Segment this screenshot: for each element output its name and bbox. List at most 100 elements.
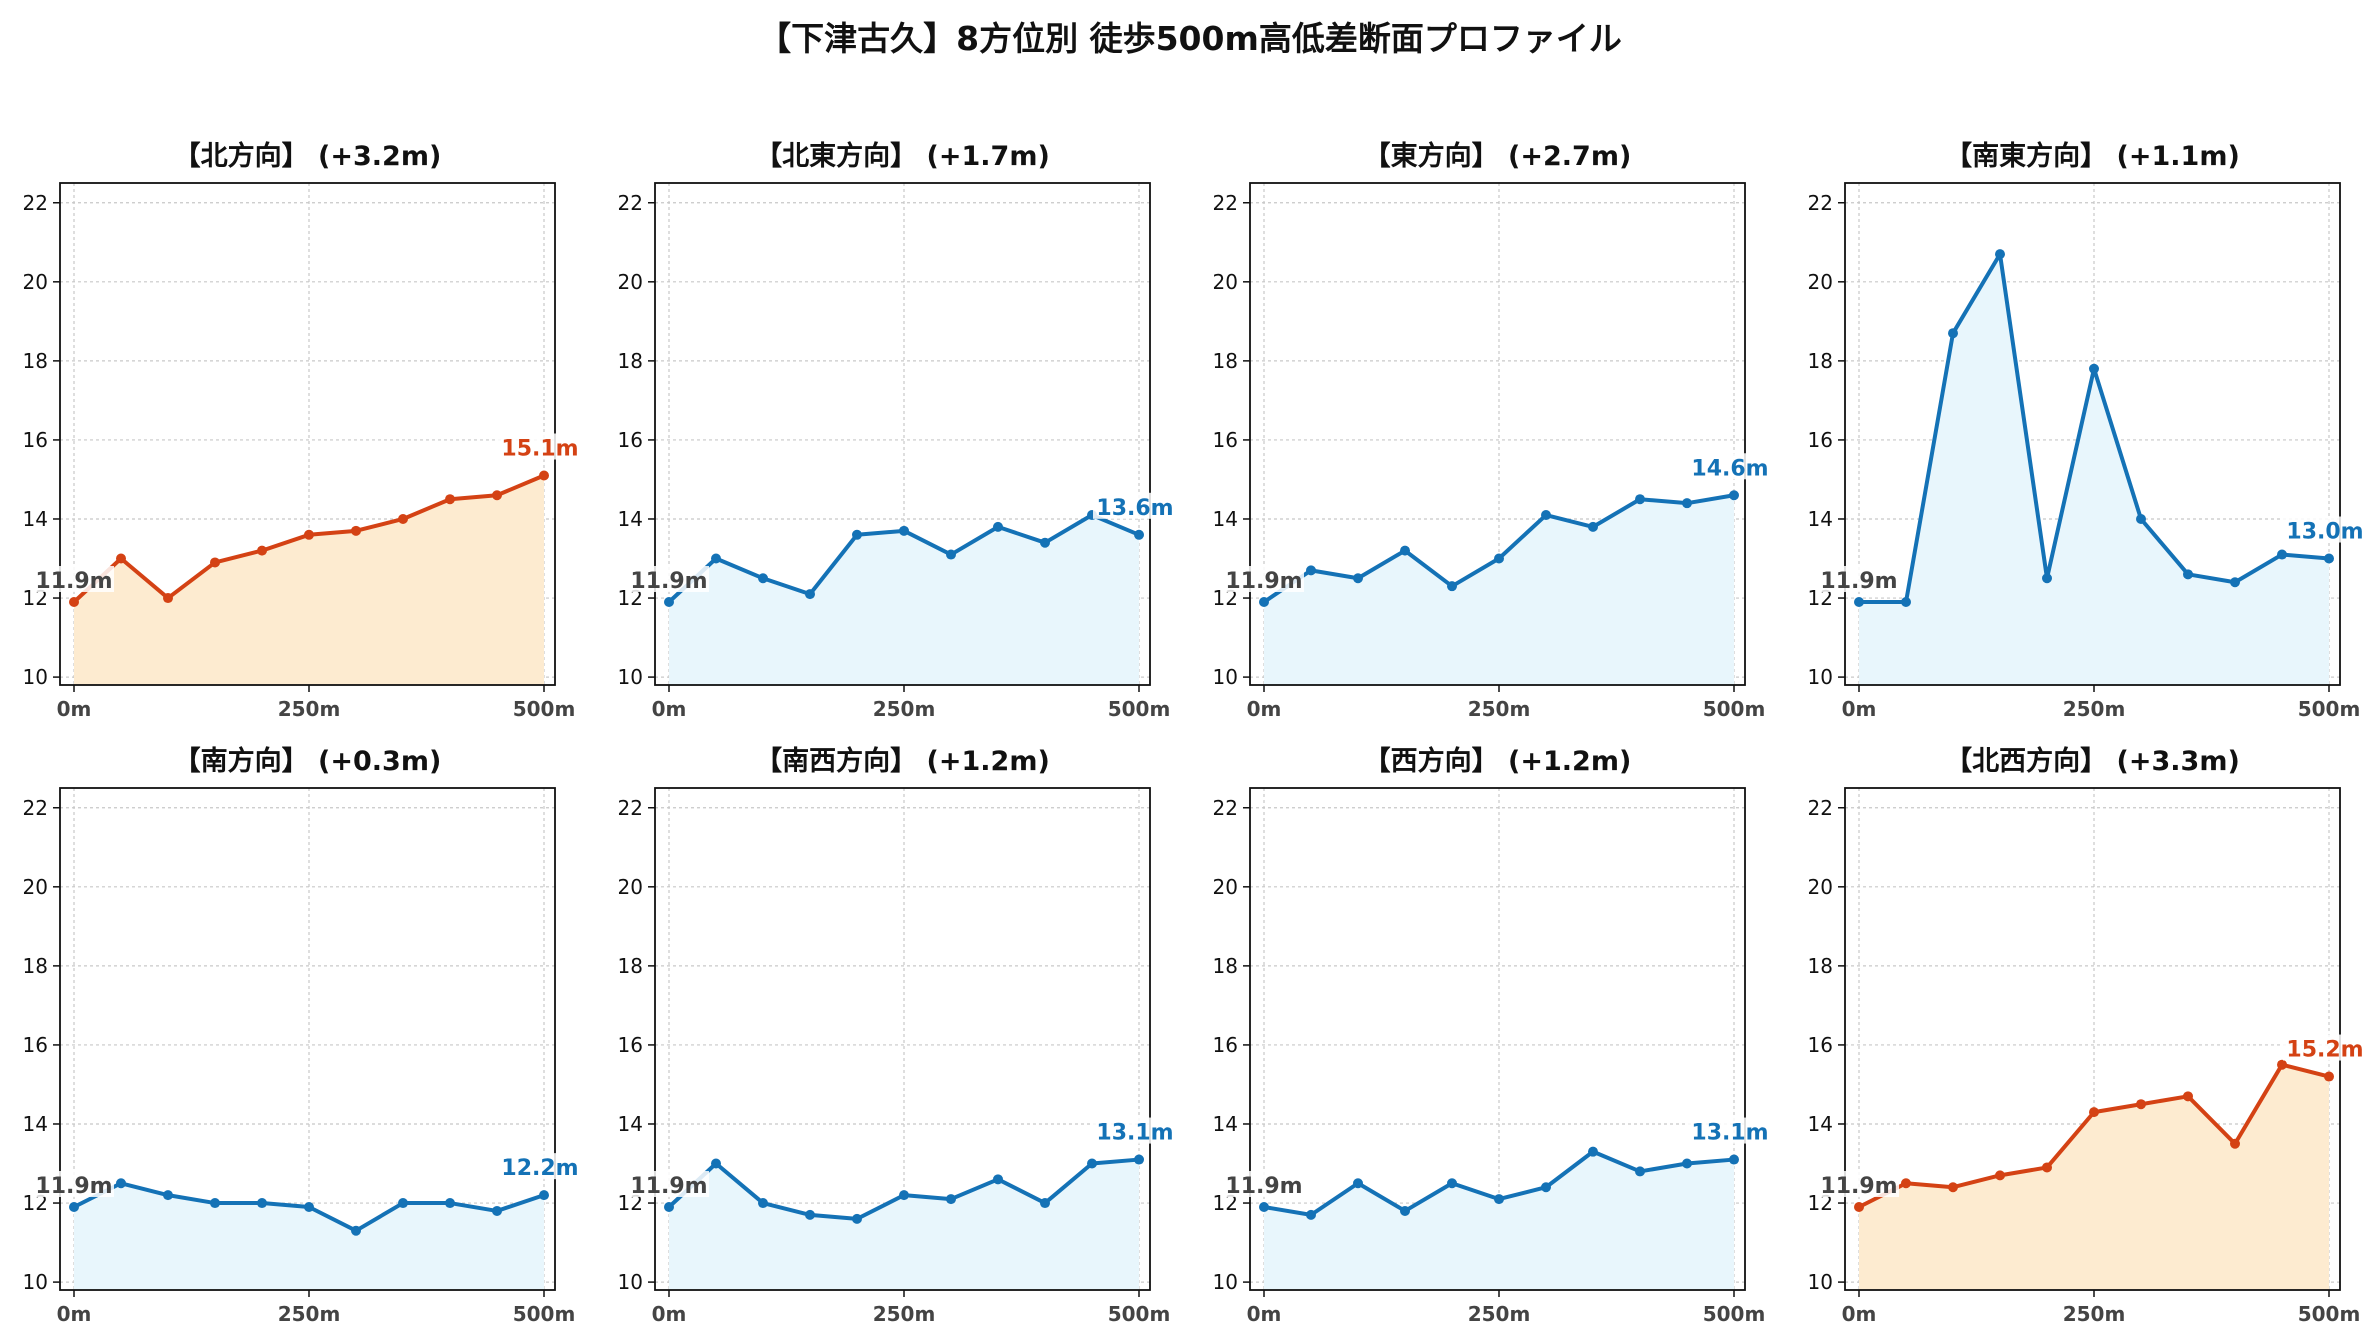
- y-tick-label: 22: [1213, 796, 1238, 820]
- data-point: [257, 545, 267, 556]
- y-tick-label: 16: [23, 1033, 48, 1057]
- data-point: [445, 1198, 455, 1209]
- data-point: [993, 521, 1003, 532]
- end-elevation-label: 12.2m: [501, 1156, 578, 1181]
- chart-title: 【北方向】 (+3.2m): [174, 140, 442, 172]
- chart-title: 【南東方向】 (+1.1m): [1945, 140, 2240, 172]
- data-point: [1854, 1201, 1864, 1212]
- end-elevation-label: 13.1m: [1691, 1121, 1768, 1146]
- area-fill: [1859, 1064, 2329, 1290]
- data-point: [1400, 545, 1410, 556]
- y-tick-label: 10: [23, 665, 48, 689]
- y-tick-label: 16: [1808, 428, 1833, 452]
- data-point: [2183, 569, 2193, 580]
- data-point: [163, 1190, 173, 1201]
- x-tick-label: 0m: [652, 1302, 687, 1326]
- end-label-bg: [2283, 516, 2367, 543]
- area-fill: [669, 515, 1139, 685]
- x-tick-label: 250m: [1468, 1302, 1531, 1326]
- x-tick-label: 500m: [513, 1302, 576, 1326]
- x-tick-label: 0m: [652, 697, 687, 721]
- start-label-bg: [1224, 565, 1304, 592]
- data-point: [1259, 1201, 1269, 1212]
- y-tick-label: 14: [1808, 507, 1833, 531]
- x-tick-label: 250m: [1468, 697, 1531, 721]
- axes-frame: [1249, 182, 1746, 686]
- start-elevation-label: 11.9m: [630, 569, 707, 594]
- end-elevation-label: 14.6m: [1691, 456, 1768, 481]
- data-point: [1541, 1182, 1551, 1193]
- start-elevation-label: 11.9m: [1225, 1174, 1302, 1199]
- chart-title: 【東方向】 (+2.7m): [1364, 140, 1632, 172]
- data-point: [1729, 1154, 1739, 1165]
- y-tick-label: 14: [1213, 1112, 1238, 1136]
- y-tick-label: 10: [618, 665, 643, 689]
- y-tick-label: 10: [1808, 665, 1833, 689]
- chart-title: 【南西方向】 (+1.2m): [755, 745, 1050, 777]
- data-point: [69, 1201, 79, 1212]
- data-point: [2277, 1059, 2287, 1070]
- x-tick-label: 0m: [57, 1302, 92, 1326]
- data-point: [445, 494, 455, 505]
- end-elevation-label: 13.0m: [2286, 520, 2363, 545]
- y-tick-label: 18: [1213, 349, 1238, 373]
- y-tick-label: 22: [1808, 191, 1833, 215]
- end-label-bg: [498, 433, 582, 460]
- data-point: [1901, 1178, 1911, 1189]
- end-elevation-label: 15.1m: [501, 437, 578, 462]
- data-point: [1635, 1166, 1645, 1177]
- y-tick-label: 18: [1808, 349, 1833, 373]
- page-title: 【下津古久】8方位別 徒歩500m高低差断面プロファイル: [758, 19, 1622, 58]
- y-tick-label: 20: [618, 875, 643, 899]
- data-point: [2230, 1138, 2240, 1149]
- y-tick-label: 14: [618, 1112, 643, 1136]
- axes-frame: [654, 787, 1151, 1291]
- data-point: [351, 525, 361, 536]
- y-tick-label: 14: [23, 507, 48, 531]
- y-tick-label: 16: [23, 428, 48, 452]
- data-point: [398, 513, 408, 524]
- data-point: [1447, 1178, 1457, 1189]
- y-tick-label: 14: [1808, 1112, 1833, 1136]
- chart-title: 【北西方向】 (+3.3m): [1945, 745, 2240, 777]
- data-point: [1854, 596, 1864, 607]
- area-fill: [74, 475, 544, 685]
- y-tick-label: 18: [23, 349, 48, 373]
- data-point: [758, 1198, 768, 1209]
- data-point: [1306, 565, 1316, 576]
- y-tick-label: 22: [1808, 796, 1833, 820]
- y-tick-label: 20: [1213, 270, 1238, 294]
- data-point: [210, 1198, 220, 1209]
- x-tick-label: 500m: [1703, 1302, 1766, 1326]
- data-point: [492, 490, 502, 501]
- area-fill: [1264, 495, 1734, 685]
- start-label-bg: [629, 1170, 709, 1197]
- y-tick-label: 16: [1213, 1033, 1238, 1057]
- area-fill: [1264, 1151, 1734, 1290]
- data-point: [1353, 1178, 1363, 1189]
- data-point: [1306, 1209, 1316, 1220]
- data-point: [304, 529, 314, 540]
- data-point: [1447, 581, 1457, 592]
- data-point: [539, 470, 549, 481]
- y-tick-label: 10: [1213, 1270, 1238, 1294]
- y-tick-label: 22: [618, 191, 643, 215]
- start-label-bg: [1819, 1170, 1899, 1197]
- data-point: [1087, 1158, 1097, 1169]
- x-tick-label: 500m: [1703, 697, 1766, 721]
- x-tick-label: 250m: [278, 1302, 341, 1326]
- data-point: [1995, 1170, 2005, 1181]
- data-point: [163, 593, 173, 604]
- y-tick-label: 10: [1213, 665, 1238, 689]
- end-label-bg: [1688, 453, 1772, 480]
- x-tick-label: 250m: [873, 1302, 936, 1326]
- start-label-bg: [629, 565, 709, 592]
- data-point: [2183, 1091, 2193, 1102]
- y-tick-label: 18: [618, 349, 643, 373]
- y-tick-label: 20: [1213, 875, 1238, 899]
